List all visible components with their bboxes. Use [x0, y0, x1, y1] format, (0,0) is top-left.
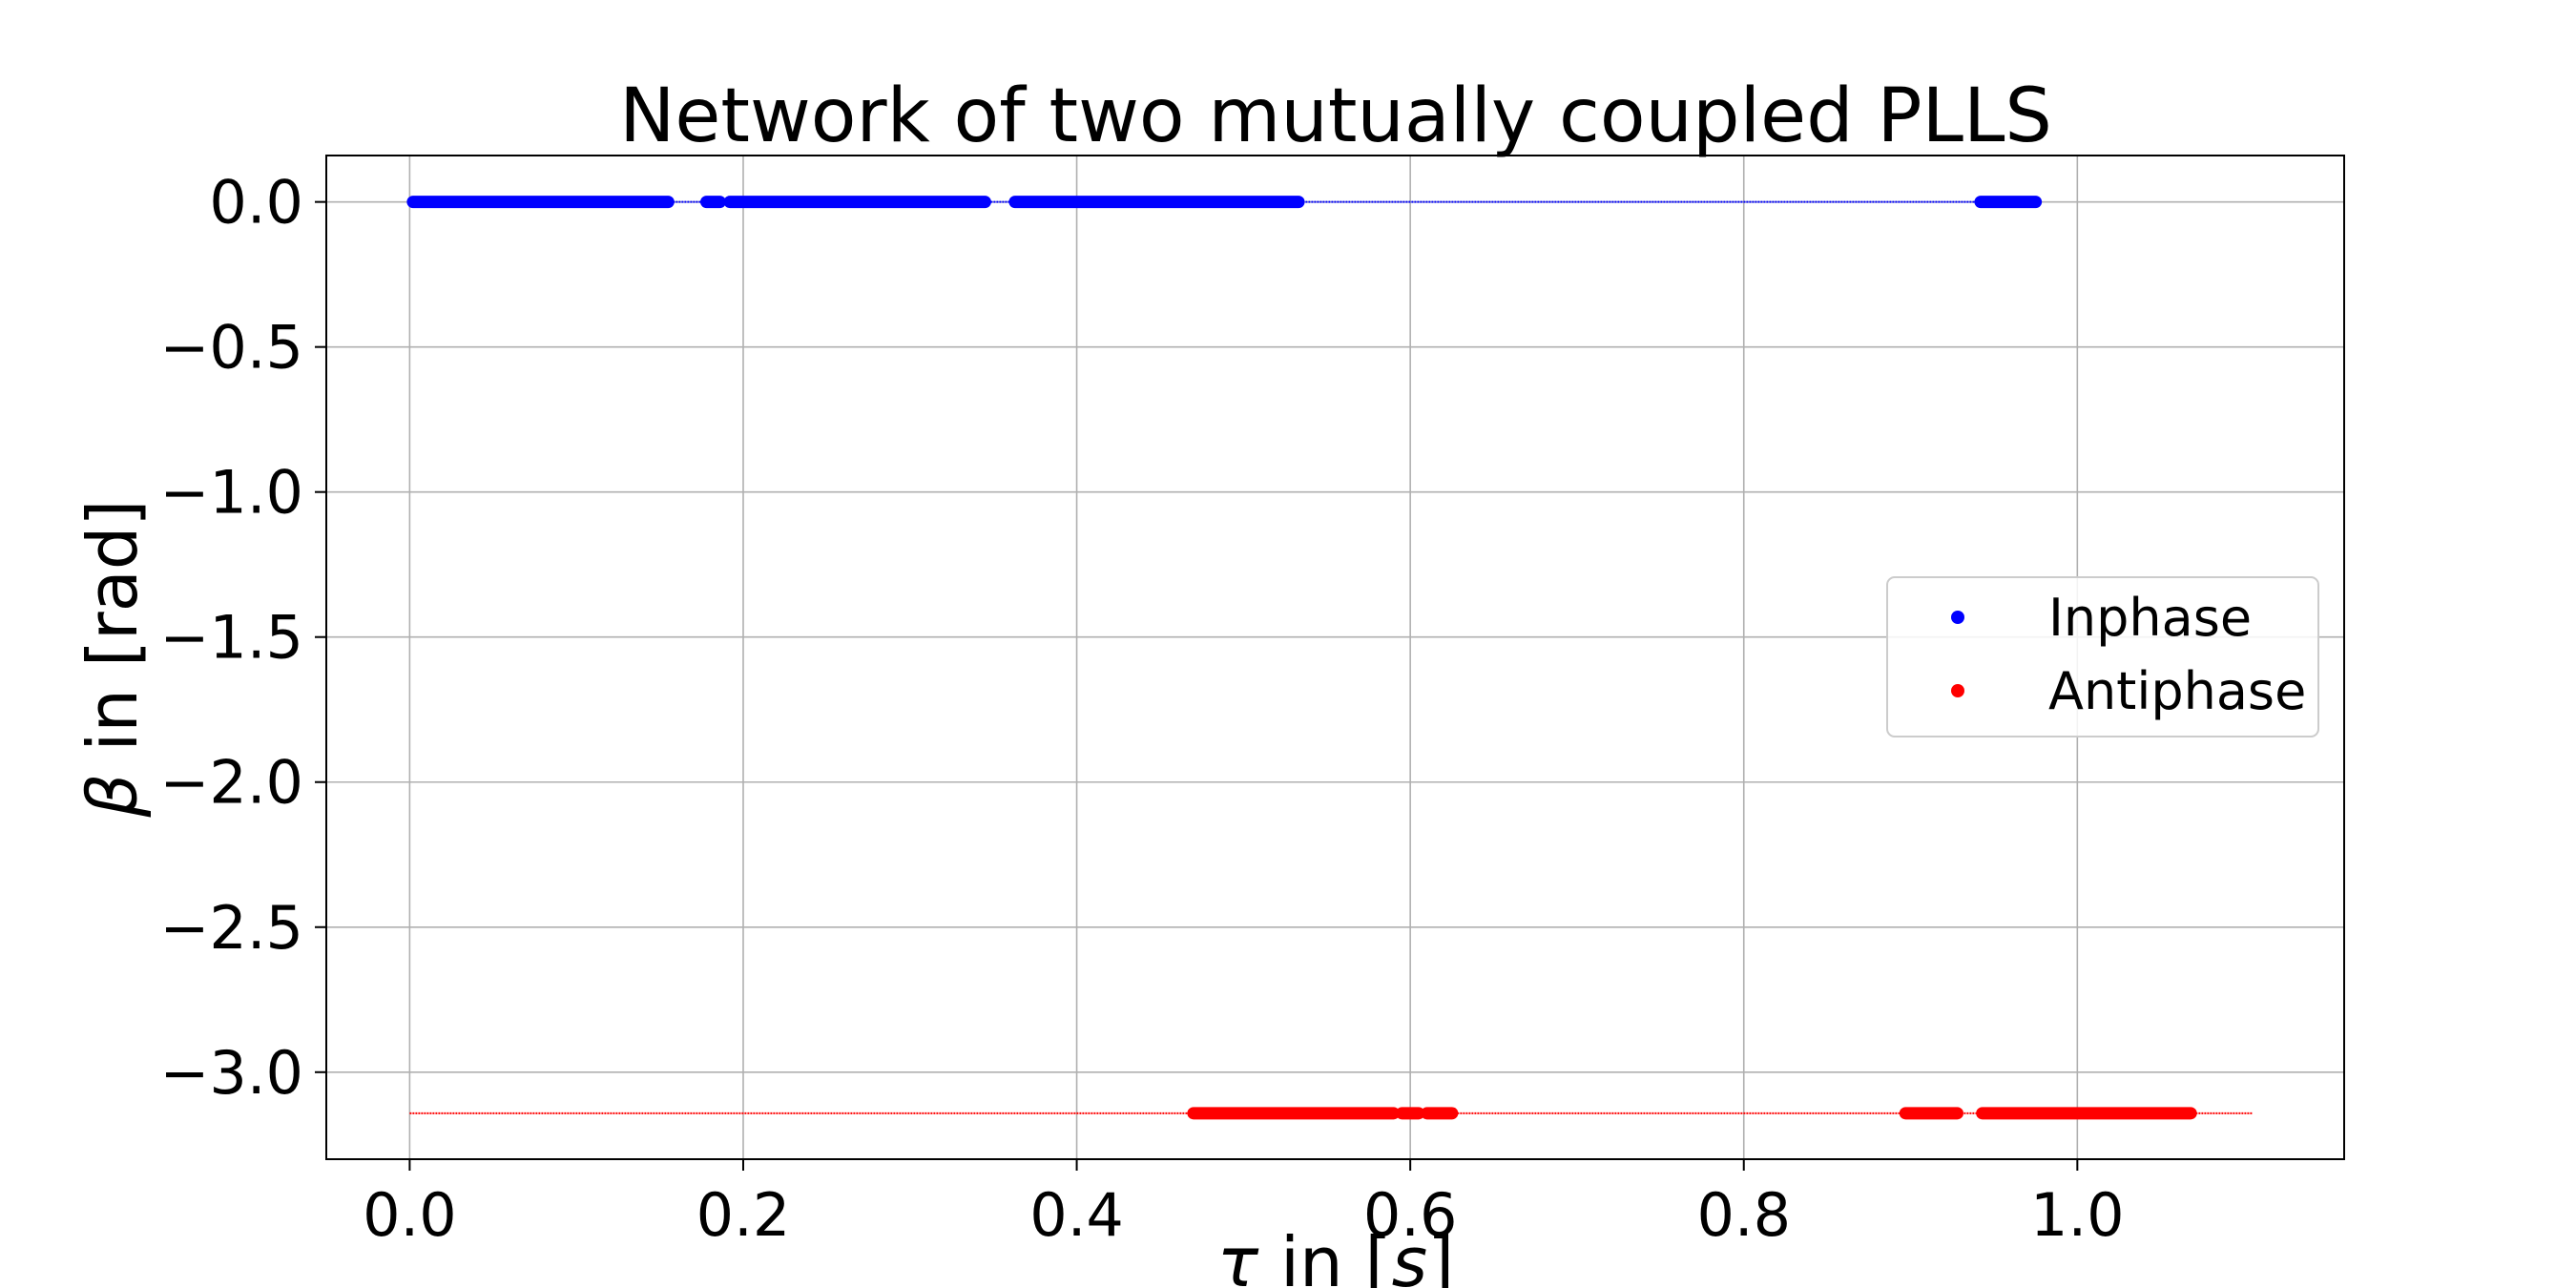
plot-series	[406, 196, 2253, 1120]
x-axis-label-unit: s	[1392, 1222, 1428, 1288]
chart-title: Network of two mutually coupled PLLS	[619, 73, 2052, 159]
legend-label-antiphase: Antiphase	[2048, 661, 2306, 721]
x-tick-label: 0.6	[1363, 1180, 1458, 1250]
y-axis-label-text: in [rad]	[73, 500, 153, 774]
y-axis-ticks: 0.0 −0.5 −1.0 −1.5 −2.0 −2.5 −3.0	[159, 168, 326, 1108]
x-axis-ticks: 0.0 0.2 0.4 0.6 0.8 1.0	[363, 1159, 2125, 1250]
y-tick-label: −2.5	[159, 893, 303, 963]
x-axis-label-close: ]	[1427, 1222, 1454, 1288]
x-tick-label: 1.0	[2030, 1180, 2125, 1250]
y-tick-label: −0.5	[159, 313, 303, 383]
x-tick-label: 0.0	[363, 1180, 457, 1250]
y-tick-label: −3.0	[159, 1038, 303, 1108]
plot-frame	[325, 155, 2345, 1160]
x-tick-label: 0.4	[1029, 1180, 1124, 1250]
y-axis-label: β in [rad]	[73, 500, 153, 819]
y-tick-label: −2.0	[159, 748, 303, 818]
x-tick-label: 0.2	[696, 1180, 791, 1250]
y-tick-label: −1.5	[159, 603, 303, 673]
legend-marker-antiphase	[1951, 684, 1964, 697]
y-tick-label: 0.0	[209, 168, 303, 238]
legend-label-inphase: Inphase	[2048, 588, 2252, 648]
x-axis-label-symbol: τ	[1217, 1222, 1259, 1288]
x-axis-label: τ in [s]	[1217, 1222, 1454, 1288]
legend: Inphase Antiphase	[1886, 576, 2319, 737]
legend-box	[1886, 576, 2319, 737]
y-tick-label: −1.0	[159, 458, 303, 528]
y-axis-label-symbol: β	[73, 774, 153, 819]
x-axis-label-text: in [	[1258, 1222, 1392, 1288]
legend-marker-inphase	[1951, 611, 1964, 624]
x-tick-label: 0.8	[1696, 1180, 1791, 1250]
